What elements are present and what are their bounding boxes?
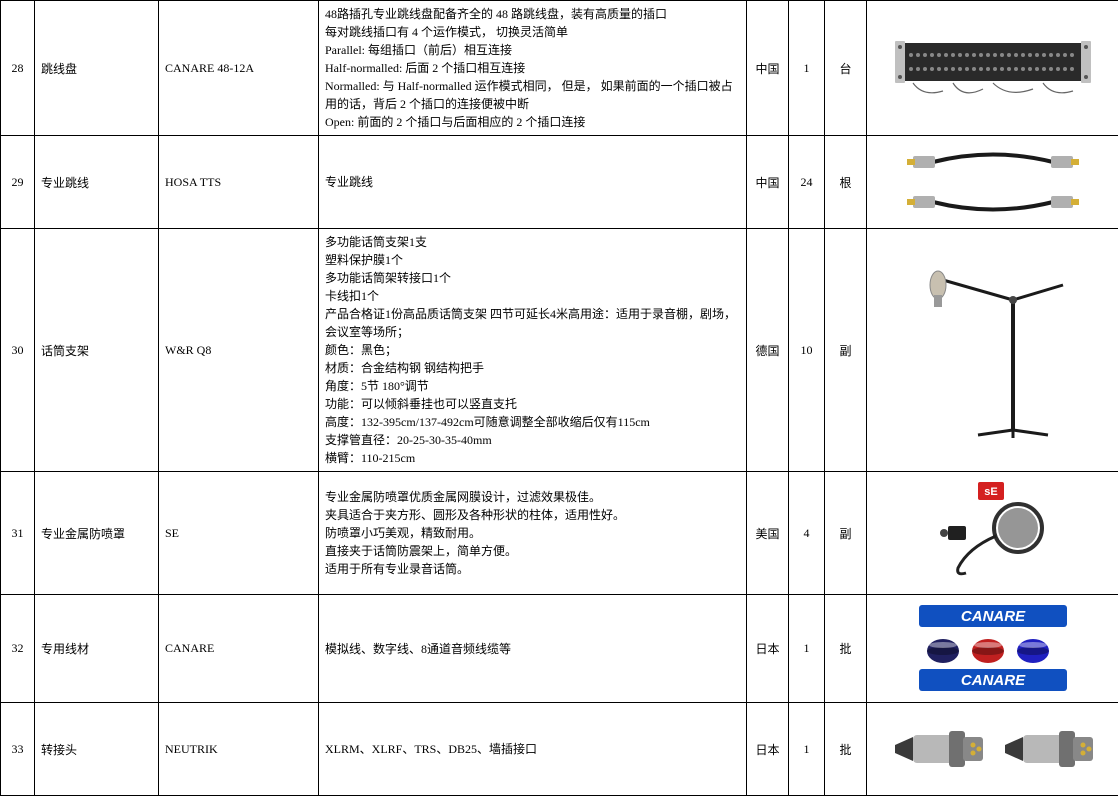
svg-text:CANARE: CANARE [960, 672, 1025, 689]
cable-icon [873, 142, 1112, 222]
cell-description: 48路插孔专业跳线盘配备齐全的 48 路跳线盘，装有高质量的插口 每对跳线插口有… [319, 1, 747, 136]
cell-name: 话筒支架 [35, 229, 159, 472]
cell-name: 专业金属防喷罩 [35, 472, 159, 595]
cell-name: 转接头 [35, 703, 159, 796]
cell-country: 日本 [747, 703, 789, 796]
cell-unit: 副 [825, 229, 867, 472]
cell-unit: 根 [825, 136, 867, 229]
table-row: 33转接头NEUTRIKXLRM、XLRF、TRS、DB25、墙插接口日本1批 [1, 703, 1118, 796]
cell-model: NEUTRIK [159, 703, 319, 796]
cell-model: CANARE [159, 595, 319, 703]
cell-description: 模拟线、数字线、8通道音频线缆等 [319, 595, 747, 703]
table-row: 29专业跳线HOSA TTS专业跳线中国24根 [1, 136, 1118, 229]
cell-number: 29 [1, 136, 35, 229]
cell-model: W&R Q8 [159, 229, 319, 472]
cell-name: 跳线盘 [35, 1, 159, 136]
cell-quantity: 10 [789, 229, 825, 472]
cell-quantity: 1 [789, 595, 825, 703]
cell-description: 专业金属防喷罩优质金属网膜设计，过滤效果极佳。 夹具适合于夹方形、圆形及各种形状… [319, 472, 747, 595]
cell-unit: 台 [825, 1, 867, 136]
table-row: 28跳线盘CANARE 48-12A48路插孔专业跳线盘配备齐全的 48 路跳线… [1, 1, 1118, 136]
cell-number: 31 [1, 472, 35, 595]
cell-number: 33 [1, 703, 35, 796]
cell-description: 多功能话筒支架1支 塑料保护膜1个 多功能话筒架转接口1个 卡线扣1个 产品合格… [319, 229, 747, 472]
popfilter-icon: sE [873, 478, 1112, 588]
connector-icon [873, 709, 1112, 789]
svg-text:CANARE: CANARE [960, 608, 1025, 625]
cell-model: HOSA TTS [159, 136, 319, 229]
svg-text:sE: sE [984, 486, 997, 498]
cell-name: 专用线材 [35, 595, 159, 703]
cell-country: 日本 [747, 595, 789, 703]
cell-image: CANARE CANARE [867, 595, 1118, 703]
table-row: 30话筒支架W&R Q8多功能话筒支架1支 塑料保护膜1个 多功能话筒架转接口1… [1, 229, 1118, 472]
table-row: 31专业金属防喷罩SE专业金属防喷罩优质金属网膜设计，过滤效果极佳。 夹具适合于… [1, 472, 1118, 595]
canare-icon: CANARE CANARE [873, 601, 1112, 696]
cell-unit: 副 [825, 472, 867, 595]
cell-image: sE [867, 472, 1118, 595]
cell-quantity: 1 [789, 703, 825, 796]
cell-unit: 批 [825, 703, 867, 796]
cell-country: 中国 [747, 136, 789, 229]
cell-number: 28 [1, 1, 35, 136]
equipment-table: 28跳线盘CANARE 48-12A48路插孔专业跳线盘配备齐全的 48 路跳线… [0, 0, 1118, 796]
cell-country: 德国 [747, 229, 789, 472]
cell-image [867, 703, 1118, 796]
cell-quantity: 1 [789, 1, 825, 136]
cell-country: 美国 [747, 472, 789, 595]
cell-description: XLRM、XLRF、TRS、DB25、墙插接口 [319, 703, 747, 796]
cell-model: CANARE 48-12A [159, 1, 319, 136]
cell-unit: 批 [825, 595, 867, 703]
cell-description: 专业跳线 [319, 136, 747, 229]
cell-image [867, 136, 1118, 229]
micstand-icon [873, 260, 1112, 440]
cell-quantity: 4 [789, 472, 825, 595]
cell-image [867, 1, 1118, 136]
table-row: 32专用线材CANARE模拟线、数字线、8通道音频线缆等日本1批 CANARE … [1, 595, 1118, 703]
cell-model: SE [159, 472, 319, 595]
cell-quantity: 24 [789, 136, 825, 229]
cell-number: 32 [1, 595, 35, 703]
cell-name: 专业跳线 [35, 136, 159, 229]
cell-number: 30 [1, 229, 35, 472]
cell-image [867, 229, 1118, 472]
cell-country: 中国 [747, 1, 789, 136]
patchbay-icon [873, 28, 1112, 108]
